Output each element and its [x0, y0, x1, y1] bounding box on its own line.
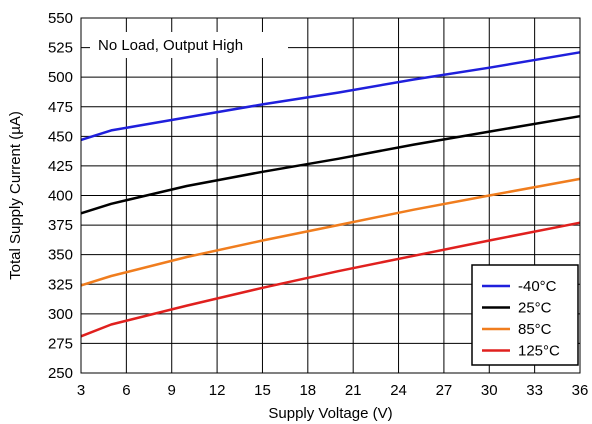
y-axis-title: Total Supply Current (µA): [7, 111, 24, 280]
series-line: [80, 51, 581, 142]
frame-layer: [80, 17, 581, 374]
x-tick-label: 27: [436, 382, 453, 399]
x-tick-label: 6: [122, 382, 130, 399]
x-tick-label: 15: [254, 382, 271, 399]
legend: -40°C 25°C 85°C 125°C: [471, 264, 579, 366]
y-tick-label: 275: [48, 335, 73, 352]
annotation-box: [90, 32, 288, 58]
legend-box: [471, 264, 579, 366]
y-tick-label: 550: [48, 10, 73, 27]
x-tick-label: 18: [299, 382, 316, 399]
plot-frame: [80, 17, 581, 374]
tick-layer: 3 6 9 12 15 18 21 24 27 30 33 362502753003253503754…: [48, 10, 588, 399]
series-line: [80, 221, 581, 338]
y-tick-label: 525: [48, 40, 73, 57]
x-tick-label: 12: [209, 382, 226, 399]
x-tick-label: 9: [168, 382, 176, 399]
y-tick-label: 450: [48, 128, 73, 145]
y-tick-label: 425: [48, 158, 73, 175]
x-axis-title: Supply Voltage (V): [268, 405, 392, 422]
x-tick-label: 33: [526, 382, 543, 399]
series-line: [80, 177, 581, 287]
legend-label: -40°C: [518, 278, 557, 295]
x-tick-label: 21: [345, 382, 362, 399]
y-tick-label: 475: [48, 99, 73, 116]
y-tick-label: 375: [48, 217, 73, 234]
y-tick-label: 400: [48, 188, 73, 205]
y-tick-label: 300: [48, 306, 73, 323]
annotation-group: No Load, Output High: [90, 32, 288, 58]
y-tick-label: 325: [48, 276, 73, 293]
legend-label: 25°C: [518, 300, 552, 317]
legend-label: 85°C: [518, 321, 552, 338]
series-line: [80, 114, 581, 215]
legend-label: 125°C: [518, 343, 560, 360]
x-tick-label: 36: [572, 382, 589, 399]
y-tick-label: 500: [48, 69, 73, 86]
annotation-text: No Load, Output High: [98, 37, 243, 54]
x-tick-label: 3: [77, 382, 85, 399]
y-tick-label: 350: [48, 247, 73, 264]
y-tick-label: 250: [48, 365, 73, 382]
x-tick-label: 24: [390, 382, 407, 399]
series-layer: [80, 51, 581, 338]
x-tick-label: 30: [481, 382, 498, 399]
